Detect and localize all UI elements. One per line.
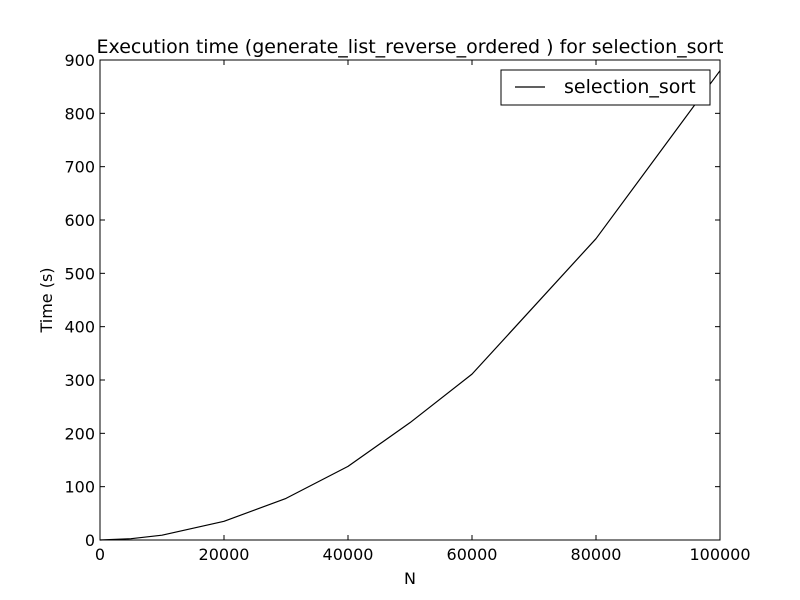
y-tick-label: 0: [85, 531, 95, 550]
y-axis-ticks: 0 100 200 300 400 500 600 700 800 900: [64, 51, 720, 550]
x-tick-label: 0: [95, 545, 105, 564]
y-tick-label: 300: [64, 371, 95, 390]
y-tick-label: 200: [64, 424, 95, 443]
x-axis-ticks: 0 20000 40000 60000 80000 100000: [95, 60, 751, 564]
y-axis-label: Time (s): [37, 267, 56, 333]
y-tick-label: 500: [64, 264, 95, 283]
y-tick-label: 700: [64, 158, 95, 177]
plot-area: [99, 70, 721, 541]
y-tick-label: 800: [64, 104, 95, 123]
x-tick-label: 20000: [199, 545, 250, 564]
y-tick-label: 900: [64, 51, 95, 70]
chart-title: Execution time (generate_list_reverse_or…: [97, 36, 724, 58]
y-tick-label: 100: [64, 478, 95, 497]
x-tick-label: 80000: [571, 545, 622, 564]
plot-frame: [99, 59, 721, 541]
legend-label-selection-sort: selection_sort: [564, 76, 696, 98]
x-axis-label: N: [404, 569, 416, 588]
x-tick-label: 60000: [447, 545, 498, 564]
x-tick-label: 100000: [689, 545, 750, 564]
x-tick-label: 40000: [323, 545, 374, 564]
series-line-selection-sort: [99, 70, 721, 541]
y-tick-label: 400: [64, 318, 95, 337]
legend: selection_sort: [500, 69, 711, 106]
y-tick-label: 600: [64, 211, 95, 230]
